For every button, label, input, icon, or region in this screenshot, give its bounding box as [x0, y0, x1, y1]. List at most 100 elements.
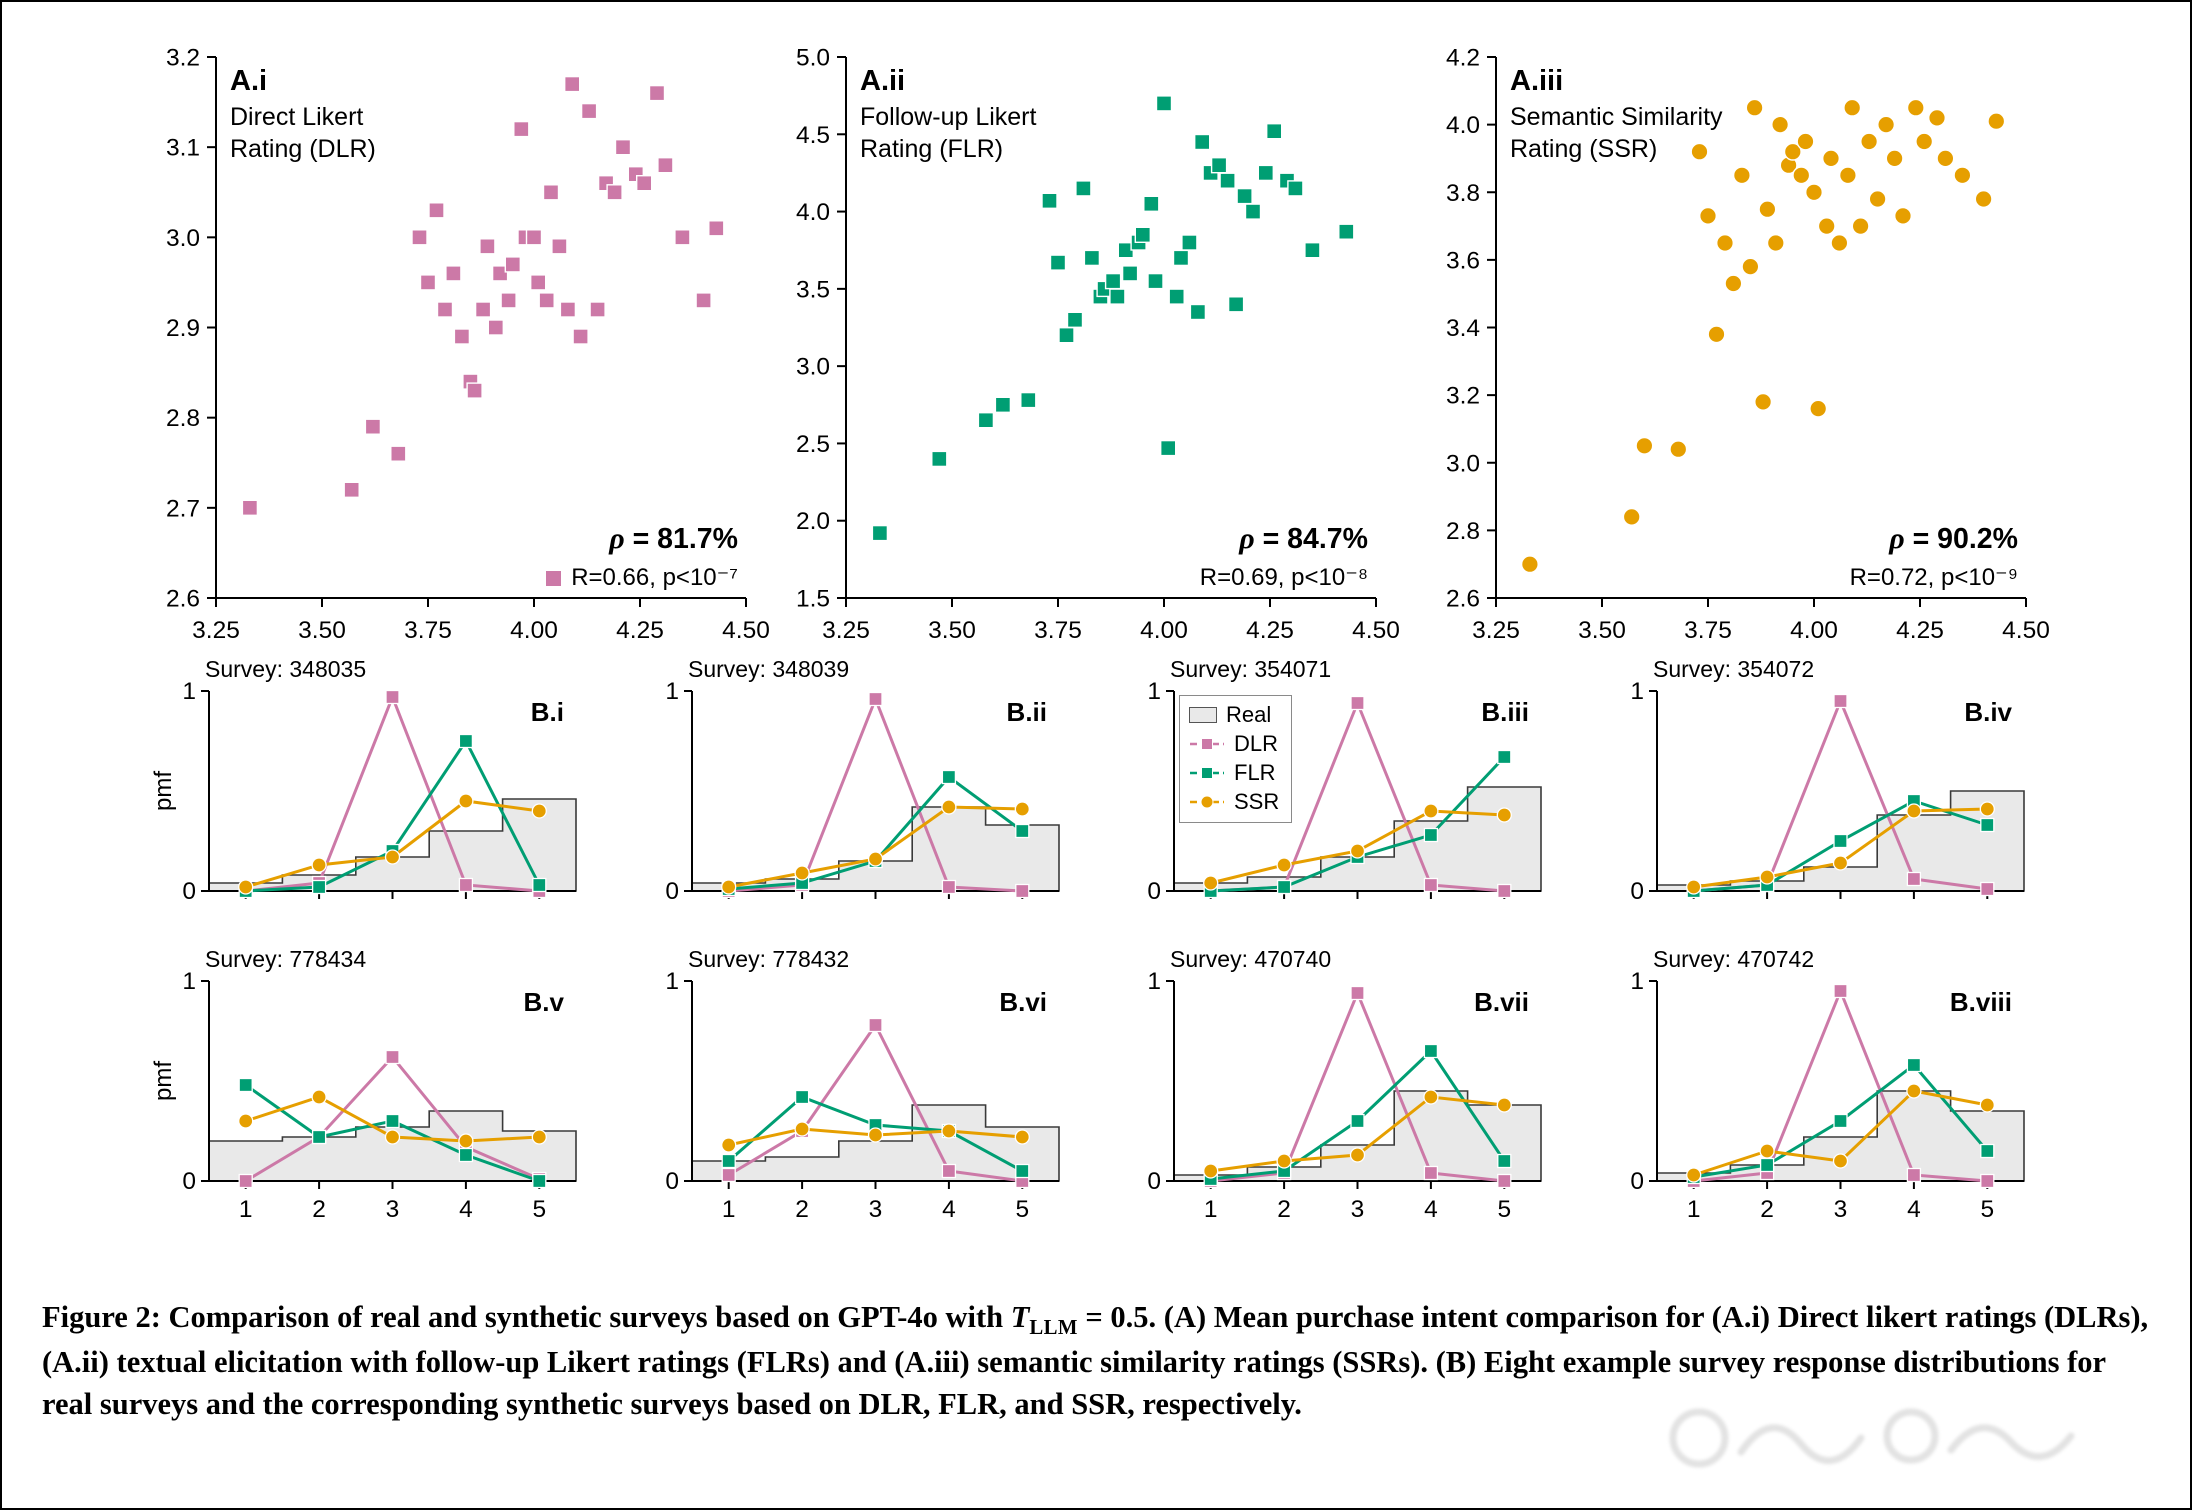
- svg-text:1: 1: [722, 1196, 736, 1223]
- caption-segment: LLM: [1029, 1317, 1078, 1340]
- ssr-series: [721, 799, 1030, 895]
- pmf-svg: 0 1 1 2 3 4 5: [1630, 968, 2025, 1223]
- svg-text:0: 0: [182, 1168, 196, 1195]
- ssr-series: [1686, 1083, 1995, 1183]
- panel-id: A.iii: [1510, 65, 1564, 97]
- svg-text:3.2: 3.2: [166, 45, 200, 72]
- legend-item-real: Real: [1189, 701, 1279, 728]
- svg-text:1: 1: [1147, 968, 1161, 995]
- svg-text:1: 1: [1147, 678, 1161, 705]
- survey-label: Survey: 470742: [1653, 946, 1815, 972]
- pmf-svg: 01: [665, 678, 1060, 905]
- svg-text:2: 2: [1760, 1196, 1774, 1223]
- svg-text:5: 5: [1980, 1196, 1994, 1223]
- chart-a-i: 2.6 2.7 2.8 2.9 3.0 3.1 3.2 3.25 3.50 3.75 4.00 4.2…: [132, 32, 792, 657]
- scatter-svg: 2.6 2.7 2.8 2.9 3.0 3.1 3.2 3.25 3.50 3.75 4.00 4.2…: [166, 45, 770, 645]
- panel-id: B.ii: [1006, 697, 1047, 727]
- svg-text:3.5: 3.5: [796, 276, 830, 303]
- svg-text:4.5: 4.5: [796, 122, 830, 149]
- real-histogram: [691, 1104, 1060, 1182]
- survey-label: Survey: 348035: [205, 656, 367, 682]
- svg-text:5: 5: [1015, 1196, 1029, 1223]
- svg-text:1: 1: [182, 678, 196, 705]
- panel-id: B.vi: [999, 987, 1047, 1017]
- axes: 0 1 1 2 3 4 5: [665, 968, 1059, 1223]
- pmf-svg: 0 1 1 2 3 4 5: [182, 968, 577, 1223]
- chart-b-v: 0 1 1 2 3 4 5 Survey: 778434 B.v pmf: [142, 942, 582, 1242]
- svg-text:0: 0: [1147, 1168, 1161, 1195]
- panel-label: A.ii Follow-up Likert Rating (FLR): [860, 65, 1037, 164]
- survey-label: Survey: 778434: [205, 946, 367, 972]
- r-p-stats: R=0.69, p<10⁻⁸: [1199, 564, 1368, 591]
- svg-text:3.25: 3.25: [1472, 617, 1520, 644]
- svg-text:3.1: 3.1: [166, 135, 200, 162]
- figure-caption: Figure 2: Comparison of real and synthet…: [42, 1297, 2158, 1426]
- svg-text:5: 5: [1497, 1196, 1511, 1223]
- caption-segment: = 0.5. (A) Mean purchase intent comparis…: [42, 1300, 2149, 1422]
- caption-segment: Figure 2: Comparison of real and synthet…: [42, 1300, 1011, 1334]
- survey-label: Survey: 354071: [1170, 656, 1332, 682]
- survey-label: Survey: 354072: [1653, 656, 1815, 682]
- real-histogram: [208, 1110, 577, 1182]
- svg-text:1: 1: [1687, 1196, 1701, 1223]
- svg-text:3.2: 3.2: [1446, 383, 1480, 410]
- svg-text:0: 0: [1630, 878, 1644, 905]
- svg-text:4.50: 4.50: [722, 617, 770, 644]
- chart-b-i: 0 1 Survey: 348035 B.i pmf: [142, 652, 582, 952]
- rho-value: ρ = 81.7%: [609, 522, 738, 555]
- svg-text:3.25: 3.25: [822, 617, 870, 644]
- real-histogram: [1656, 1090, 2025, 1182]
- rho-value: ρ = 84.7%: [1239, 522, 1368, 555]
- svg-text:1.5: 1.5: [796, 586, 830, 613]
- axes: 2.6 2.8 3.0 3.2 3.4 3.6 3.8 4.0 4.2 3.25 3.50 3.75 4…: [1446, 45, 2050, 645]
- svg-text:5.0: 5.0: [796, 45, 830, 72]
- chart-b-ii: 0 1 Survey: 348039 B.ii: [625, 652, 1065, 952]
- real-histogram: [691, 806, 1060, 892]
- panel-id: A.i: [230, 65, 268, 97]
- svg-text:1: 1: [1204, 1196, 1218, 1223]
- legend-label: DLR: [1234, 730, 1279, 756]
- svg-text:3.0: 3.0: [166, 225, 200, 252]
- ssr-series: [1203, 803, 1512, 891]
- scatter-points: [1520, 98, 2006, 574]
- axes: 2.6 2.7 2.8 2.9 3.0 3.1 3.2 3.25 3.50 3.75 4.00 4.2…: [166, 45, 770, 645]
- svg-text:4.00: 4.00: [1790, 617, 1838, 644]
- svg-text:3.75: 3.75: [404, 617, 452, 644]
- chart-b-vii: 0 1 1 2 3 4 5 Survey: 470740 B.vii: [1107, 942, 1547, 1242]
- svg-text:3.50: 3.50: [928, 617, 976, 644]
- panel-id: B.viii: [1949, 987, 2012, 1017]
- ssr-series: [238, 793, 547, 895]
- svg-text:2: 2: [312, 1196, 326, 1223]
- survey-label: Survey: 348039: [688, 656, 850, 682]
- panel-id: A.ii: [860, 65, 906, 97]
- panel-id: B.i: [530, 697, 564, 727]
- axes: 0 1 1 2 3 4 5: [182, 968, 576, 1223]
- panel-id: B.iv: [1964, 697, 2012, 727]
- pmf-svg: 01: [1630, 678, 2025, 905]
- correlation-annotation: ρ = 84.7% R=0.69, p<10⁻⁸: [1200, 522, 1368, 592]
- svg-text:2.6: 2.6: [166, 586, 200, 613]
- svg-text:4.25: 4.25: [1246, 617, 1294, 644]
- axes: 0 1 1 2 3 4 5: [1147, 968, 1541, 1223]
- svg-text:4.00: 4.00: [510, 617, 558, 644]
- scatter-points: [871, 95, 1355, 542]
- svg-text:2.8: 2.8: [1446, 518, 1480, 545]
- caption-segment: T: [1010, 1300, 1030, 1334]
- svg-text:2.5: 2.5: [796, 431, 830, 458]
- flr-marker-icon: [1190, 766, 1224, 779]
- chart-a-ii: 1.5 2.0 2.5 3.0 3.5 4.0 4.5 5.0 3.25 3.50 3.75 4.00…: [762, 32, 1422, 657]
- svg-text:1: 1: [1630, 968, 1644, 995]
- svg-text:3.50: 3.50: [298, 617, 346, 644]
- svg-text:4.25: 4.25: [616, 617, 664, 644]
- svg-text:0: 0: [1630, 1168, 1644, 1195]
- dlr-marker-icon: [1190, 737, 1224, 750]
- svg-text:0: 0: [665, 1168, 679, 1195]
- ssr-series: [721, 1121, 1030, 1153]
- pmf-svg: 0 1 1 2 3 4 5: [665, 968, 1060, 1223]
- real-histogram: [1173, 786, 1542, 892]
- svg-text:4: 4: [942, 1196, 956, 1223]
- svg-text:4: 4: [1907, 1196, 1921, 1223]
- panel-id: B.vii: [1474, 987, 1529, 1017]
- legend-label: FLR: [1234, 759, 1276, 785]
